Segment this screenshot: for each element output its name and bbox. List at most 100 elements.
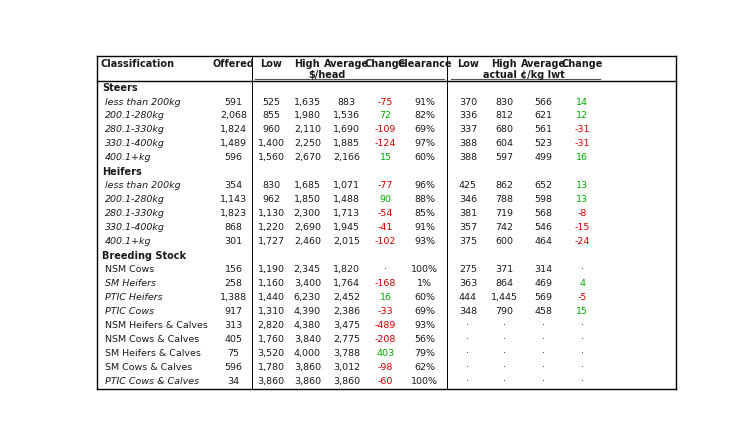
Text: 91%: 91% (414, 223, 435, 232)
Text: 258: 258 (224, 279, 242, 288)
Text: 371: 371 (495, 265, 513, 274)
Text: 100%: 100% (411, 377, 438, 386)
Text: 156: 156 (224, 265, 242, 274)
Text: Clearance: Clearance (397, 59, 452, 69)
Text: 4,380: 4,380 (294, 321, 321, 330)
Text: 962: 962 (262, 195, 280, 204)
Text: 3,840: 3,840 (294, 335, 321, 344)
Text: 96%: 96% (414, 181, 435, 191)
Text: 3,475: 3,475 (333, 321, 360, 330)
Text: ·: · (542, 363, 545, 372)
Text: -31: -31 (575, 139, 590, 148)
Text: 1,190: 1,190 (257, 265, 285, 274)
Text: 1,445: 1,445 (491, 293, 518, 302)
Text: 3,788: 3,788 (333, 349, 360, 358)
Text: 388: 388 (459, 139, 477, 148)
Text: 1,980: 1,980 (294, 111, 321, 121)
Text: 62%: 62% (414, 363, 435, 372)
Text: 868: 868 (224, 223, 242, 232)
Text: Classification: Classification (100, 59, 174, 69)
Text: 275: 275 (459, 265, 477, 274)
Text: 301: 301 (224, 237, 242, 246)
Text: 72: 72 (380, 111, 392, 121)
Text: 525: 525 (262, 98, 280, 106)
Text: ·: · (581, 265, 584, 274)
Text: 3,860: 3,860 (257, 377, 285, 386)
Text: 405: 405 (224, 335, 242, 344)
Text: 363: 363 (459, 279, 477, 288)
Text: 790: 790 (495, 307, 513, 316)
Text: -168: -168 (374, 279, 396, 288)
Text: 1,143: 1,143 (220, 195, 247, 204)
Text: Low: Low (260, 59, 282, 69)
Text: 883: 883 (337, 98, 356, 106)
Text: ·: · (384, 265, 387, 274)
Text: less than 200kg: less than 200kg (105, 98, 181, 106)
Text: ·: · (542, 349, 545, 358)
Text: -41: -41 (378, 223, 393, 232)
Text: 3,860: 3,860 (294, 363, 321, 372)
Text: 1,885: 1,885 (333, 139, 360, 148)
Text: -77: -77 (378, 181, 393, 191)
Text: 2,166: 2,166 (333, 154, 360, 162)
Text: 2,460: 2,460 (294, 237, 321, 246)
Text: 97%: 97% (414, 139, 435, 148)
Text: $/head: $/head (308, 70, 346, 80)
Text: 1,760: 1,760 (257, 335, 285, 344)
Text: 85%: 85% (414, 209, 435, 218)
Text: 354: 354 (224, 181, 242, 191)
Text: -75: -75 (378, 98, 393, 106)
Text: 400.1+kg: 400.1+kg (105, 237, 152, 246)
Text: ·: · (467, 363, 470, 372)
Text: 1,489: 1,489 (220, 139, 247, 148)
Text: -124: -124 (374, 139, 396, 148)
Text: actual ¢/kg lwt: actual ¢/kg lwt (483, 70, 565, 80)
Text: ·: · (581, 335, 584, 344)
Text: ·: · (467, 321, 470, 330)
Text: ·: · (542, 377, 545, 386)
Text: 1,310: 1,310 (257, 307, 285, 316)
Text: 960: 960 (262, 125, 280, 135)
Text: 1,820: 1,820 (333, 265, 360, 274)
Text: 444: 444 (459, 293, 477, 302)
Text: Change: Change (562, 59, 603, 69)
Text: 4,390: 4,390 (294, 307, 321, 316)
Text: 330.1-400kg: 330.1-400kg (105, 139, 165, 148)
Text: 1%: 1% (417, 279, 432, 288)
Text: 280.1-330kg: 280.1-330kg (105, 125, 165, 135)
Text: 1,824: 1,824 (220, 125, 247, 135)
Text: 388: 388 (459, 154, 477, 162)
Text: 16: 16 (576, 154, 588, 162)
Text: 464: 464 (535, 237, 552, 246)
Text: 69%: 69% (414, 125, 435, 135)
Text: 1,635: 1,635 (294, 98, 321, 106)
Text: 864: 864 (495, 279, 513, 288)
Text: 458: 458 (535, 307, 552, 316)
Text: 830: 830 (262, 181, 280, 191)
Text: ·: · (542, 335, 545, 344)
Text: Heifers: Heifers (102, 167, 142, 177)
Text: 3,400: 3,400 (294, 279, 321, 288)
Text: NSM Cows & Calves: NSM Cows & Calves (105, 335, 199, 344)
Text: High: High (294, 59, 320, 69)
Text: 604: 604 (495, 139, 513, 148)
Text: 1,945: 1,945 (333, 223, 360, 232)
Text: 1,850: 1,850 (294, 195, 321, 204)
Text: Average: Average (324, 59, 369, 69)
Text: 1,400: 1,400 (257, 139, 285, 148)
Text: 1,130: 1,130 (257, 209, 285, 218)
Text: High: High (492, 59, 517, 69)
Text: 60%: 60% (414, 293, 435, 302)
Text: 600: 600 (495, 237, 513, 246)
Text: 4,000: 4,000 (294, 349, 321, 358)
Text: 2,110: 2,110 (294, 125, 321, 135)
Text: 680: 680 (495, 125, 513, 135)
Text: 403: 403 (377, 349, 395, 358)
Text: 1,690: 1,690 (333, 125, 360, 135)
Text: ·: · (467, 377, 470, 386)
Text: 6,230: 6,230 (294, 293, 321, 302)
Text: SM Cows & Calves: SM Cows & Calves (105, 363, 193, 372)
Text: 91%: 91% (414, 98, 435, 106)
Text: 2,300: 2,300 (294, 209, 321, 218)
Text: 1,488: 1,488 (333, 195, 360, 204)
